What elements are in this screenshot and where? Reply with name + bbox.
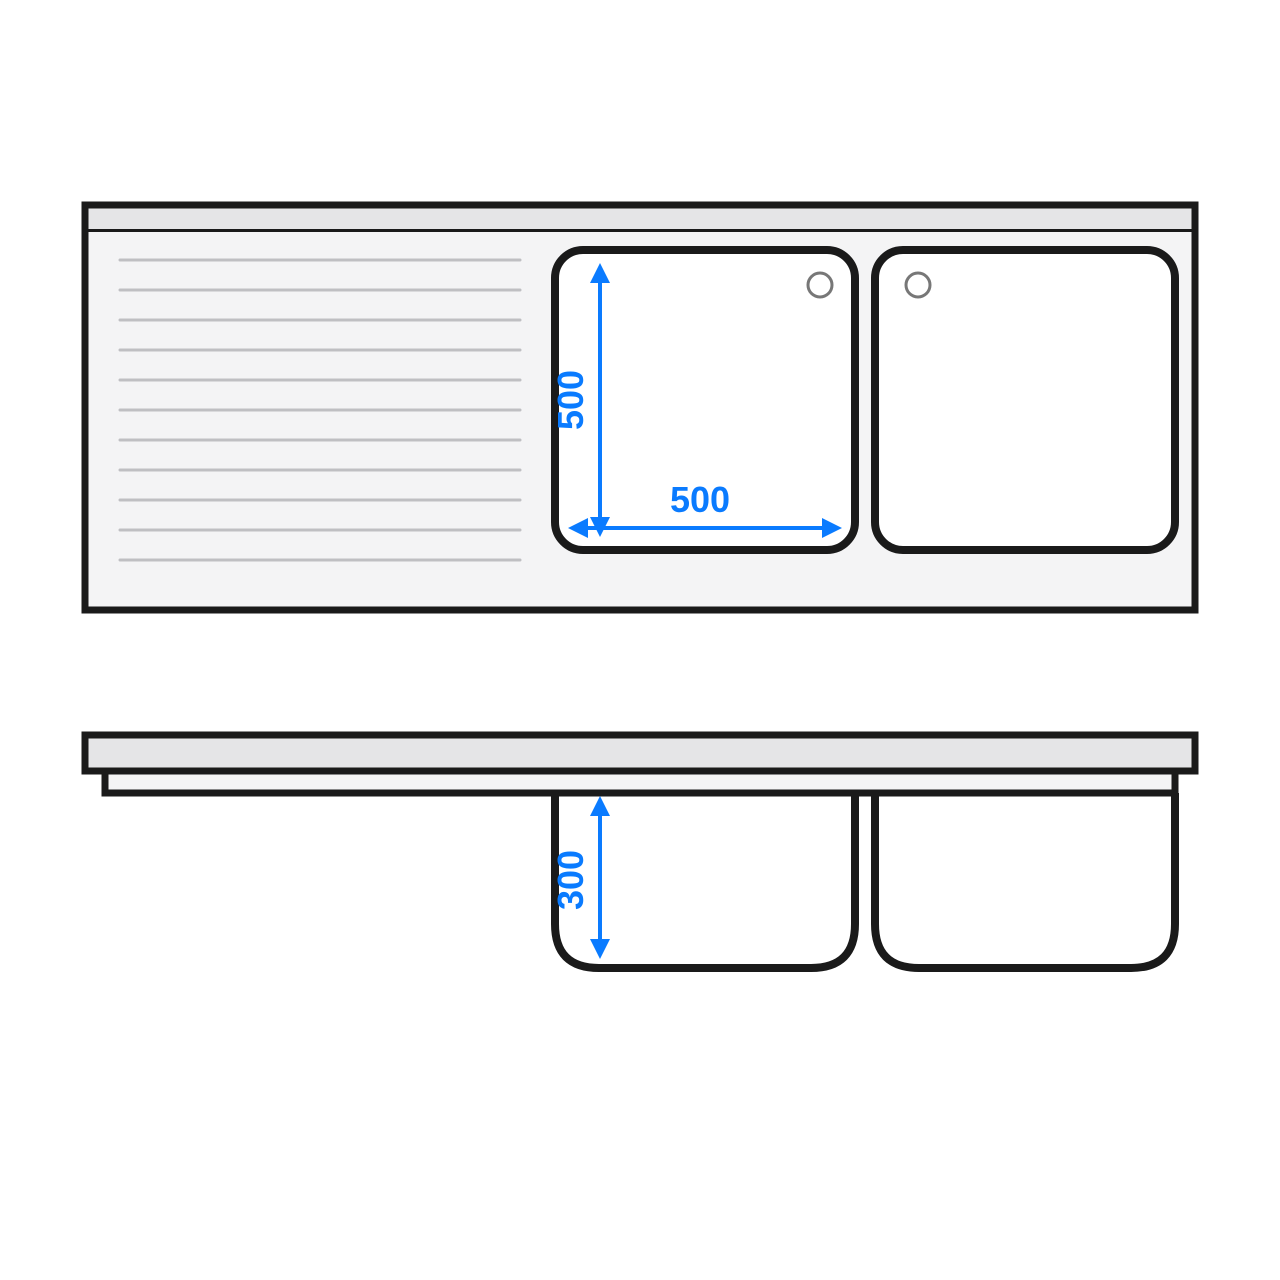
- backsplash-band: [89, 209, 1192, 231]
- front-view: 300: [85, 735, 1195, 968]
- dimension-height-label: 500: [550, 370, 591, 430]
- dimension-width-label: 500: [670, 479, 730, 520]
- basin-front-2: [875, 793, 1175, 968]
- counter-top-slab: [85, 735, 1195, 771]
- top-view: 500 500: [85, 205, 1195, 610]
- basin-outline: [875, 250, 1175, 550]
- dimension-depth-label: 300: [550, 850, 591, 910]
- basin-top-2: [875, 250, 1175, 550]
- counter-front-edge: [105, 771, 1175, 793]
